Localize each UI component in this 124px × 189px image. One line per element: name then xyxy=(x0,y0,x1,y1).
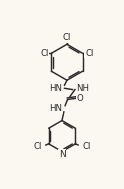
Text: HN: HN xyxy=(50,84,63,93)
Text: Cl: Cl xyxy=(85,49,93,58)
Text: Cl: Cl xyxy=(40,49,49,58)
Text: HN: HN xyxy=(50,104,63,113)
Text: O: O xyxy=(77,94,84,103)
Text: Cl: Cl xyxy=(63,33,71,42)
Text: NH: NH xyxy=(76,84,89,93)
Text: Cl: Cl xyxy=(33,142,42,151)
Text: N: N xyxy=(59,150,65,159)
Text: Cl: Cl xyxy=(82,142,91,151)
